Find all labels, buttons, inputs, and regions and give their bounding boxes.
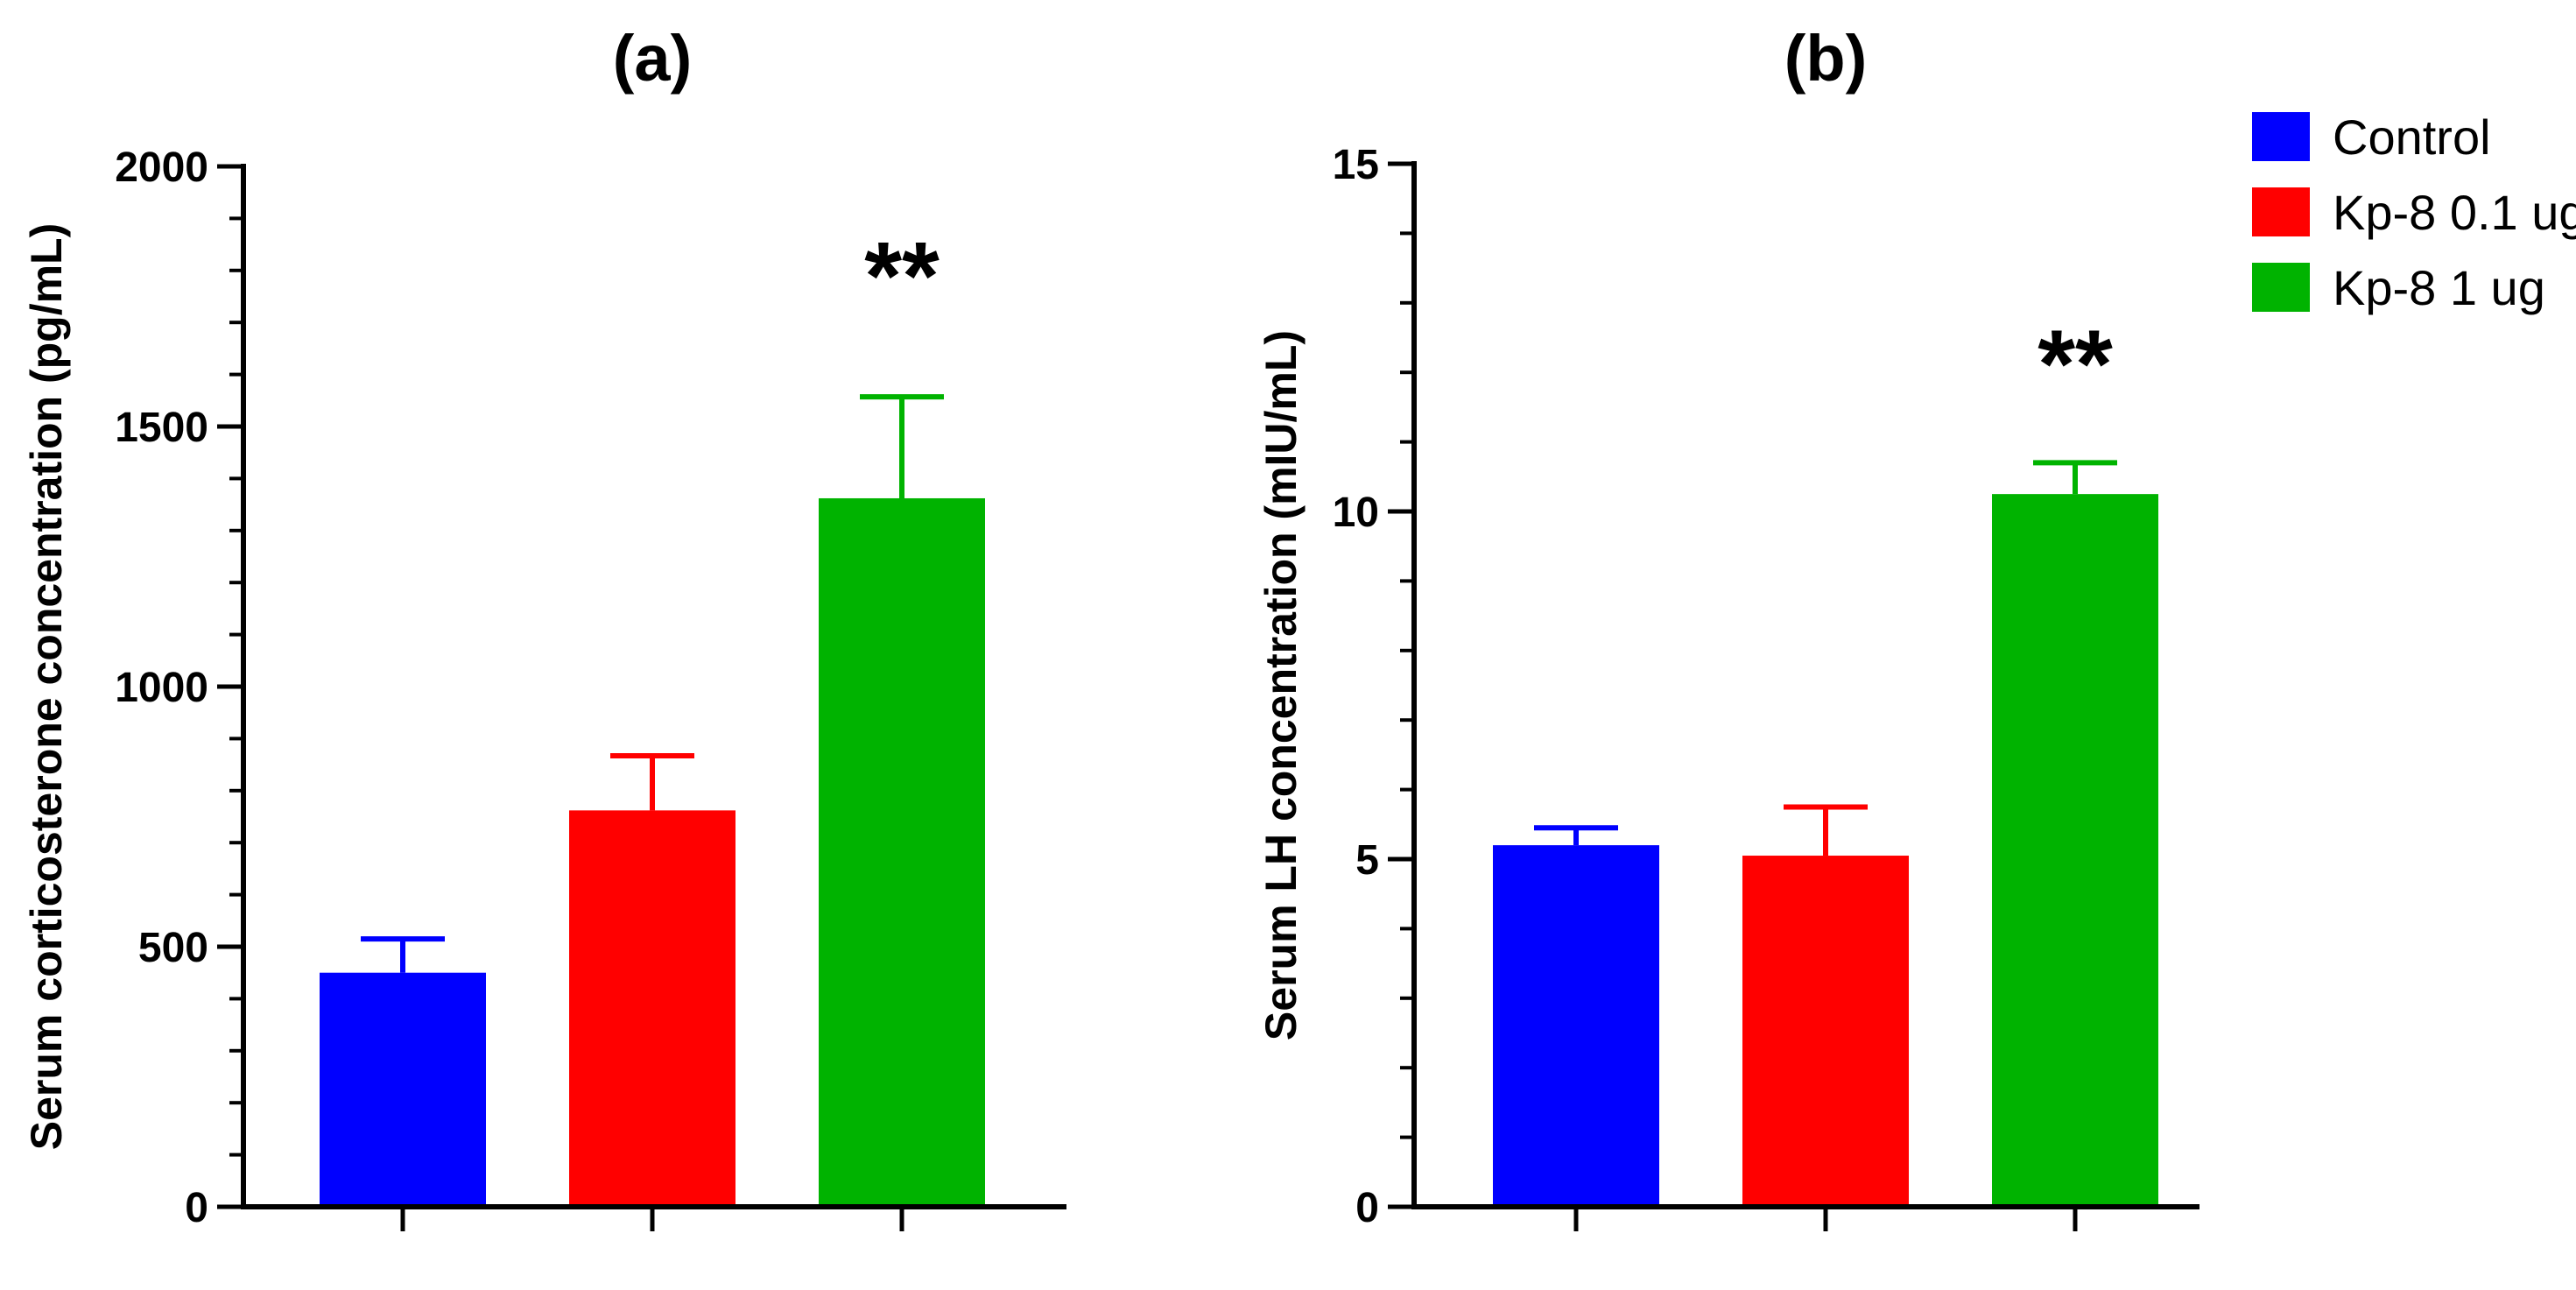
y-tick-label: 10 [1333,490,1379,536]
panel-b: (b) Serum LH concentration (mIU/mL) ** 0 5 10… [1256,22,2199,1231]
y-axis-label: Serum corticosterone concentration (pg/m… [22,223,71,1150]
y-axis-label: Serum LH concentration (mIU/mL) [1256,330,1306,1040]
bar-kp-8-1-ug [1992,494,2158,1207]
bar-control [320,972,486,1207]
y-tick-label: 1500 [115,405,208,451]
y-tick-label: 0 [185,1185,208,1231]
bar-control [1493,845,1659,1207]
legend-label: Kp-8 0.1 ug [2333,185,2576,240]
y-tick-label: 1000 [115,665,208,711]
chart-title: (b) [1784,22,1868,95]
significance-marker: ** [864,222,940,330]
legend: Control Kp-8 0.1 ug Kp-8 1 ug [2252,109,2576,315]
panel-a: (a) Serum corticosterone concentration (p… [22,22,1066,1231]
bar-kp-8-0-1-ug [569,810,735,1207]
legend-label: Control [2333,109,2491,165]
y-tick-label: 15 [1333,142,1379,188]
legend-swatch [2252,263,2310,312]
significance-marker: ** [2038,310,2113,418]
bar-kp-8-1-ug [819,497,985,1207]
bar-kp-8-0-1-ug [1742,856,1909,1207]
y-tick-label: 2000 [115,145,208,191]
chart-title: (a) [613,22,692,95]
y-tick-label: 5 [1355,837,1379,884]
legend-label: Kp-8 1 ug [2333,260,2545,315]
y-tick-label: 0 [1355,1185,1379,1231]
legend-swatch [2252,187,2310,236]
y-tick-label: 500 [138,925,208,971]
legend-swatch [2252,112,2310,161]
